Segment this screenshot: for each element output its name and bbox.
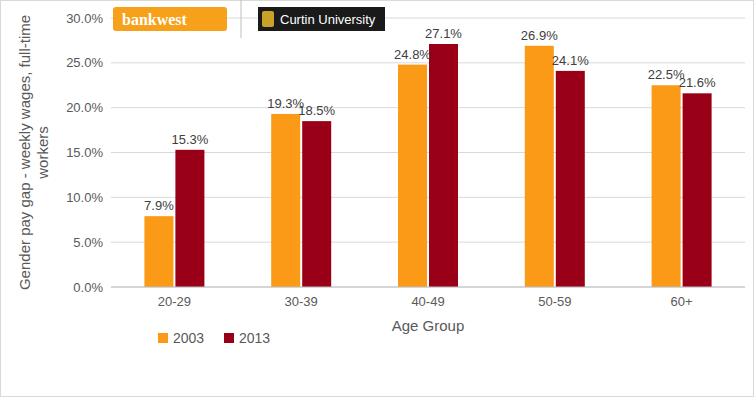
x-tick-label: 50-59 xyxy=(538,294,571,309)
bar xyxy=(398,65,427,287)
y-tick-label: 10.0% xyxy=(66,190,103,205)
x-tick-label: 60+ xyxy=(671,294,693,309)
grid-line xyxy=(111,62,745,63)
data-label: 15.3% xyxy=(171,132,208,147)
y-tick-label: 20.0% xyxy=(66,100,103,115)
y-tick-label: 15.0% xyxy=(66,145,103,160)
grid-line xyxy=(111,242,745,243)
bar xyxy=(271,114,300,287)
bar xyxy=(525,46,554,287)
data-labels: 7.9%15.3%19.3%18.5%24.8%27.1%26.9%24.1%2… xyxy=(144,26,716,213)
x-tick-label: 30-39 xyxy=(285,294,318,309)
y-tick-label: 5.0% xyxy=(73,235,103,250)
y-tick-label: 25.0% xyxy=(66,55,103,70)
data-label: 7.9% xyxy=(144,198,174,213)
logo-divider xyxy=(241,0,242,38)
x-axis-title: Age Group xyxy=(392,317,465,334)
grid-line xyxy=(111,197,745,198)
logo-bg xyxy=(258,7,385,31)
data-label: 26.9% xyxy=(521,28,558,43)
x-axis xyxy=(111,287,745,288)
data-label: 24.1% xyxy=(552,53,589,68)
data-label: 18.5% xyxy=(298,103,335,118)
legend: 2003 2013 xyxy=(158,330,270,346)
bar xyxy=(302,121,331,287)
legend-swatch xyxy=(224,333,234,343)
y-tick-label: 30.0% xyxy=(66,11,103,26)
bar xyxy=(429,44,458,287)
grid-line xyxy=(111,152,745,153)
bar xyxy=(175,150,204,287)
y-axis-title-line: workers xyxy=(34,126,51,180)
chart: 0.0% 5.0% 10.0% 15.0% 20.0% 25.0% 30.0% 7.9% 15.… xyxy=(0,0,754,397)
y-tick-label: 0.0% xyxy=(73,280,103,295)
legend-label: 2003 xyxy=(173,330,204,346)
legend-label: 2013 xyxy=(239,330,270,346)
grid-line xyxy=(111,287,745,288)
frame xyxy=(1,1,754,397)
logo-bg xyxy=(113,7,227,31)
chart-root: 0.0% 5.0% 10.0% 15.0% 20.0% 25.0% 30.0% 7.9% 15.… xyxy=(0,0,754,397)
bar xyxy=(556,71,585,287)
data-label: 21.6% xyxy=(679,75,716,90)
y-axis-title-line: Gender pay gap - weekly wages, full-time xyxy=(16,15,33,290)
x-tick-label: 20-29 xyxy=(158,294,191,309)
bars xyxy=(144,44,711,287)
bar xyxy=(683,93,712,287)
bar xyxy=(652,85,681,287)
logo-text: Curtin University xyxy=(280,12,376,27)
bar xyxy=(144,216,173,287)
grid-line xyxy=(111,107,745,108)
legend-swatch xyxy=(158,333,168,343)
data-label: 24.8% xyxy=(394,47,431,62)
x-tick-label: 40-49 xyxy=(411,294,444,309)
logo-text: bankwest xyxy=(122,11,188,28)
logo-shield xyxy=(262,11,274,27)
data-label: 27.1% xyxy=(425,26,462,41)
y-axis-title: Gender pay gap - weekly wages, full-time… xyxy=(16,15,51,290)
